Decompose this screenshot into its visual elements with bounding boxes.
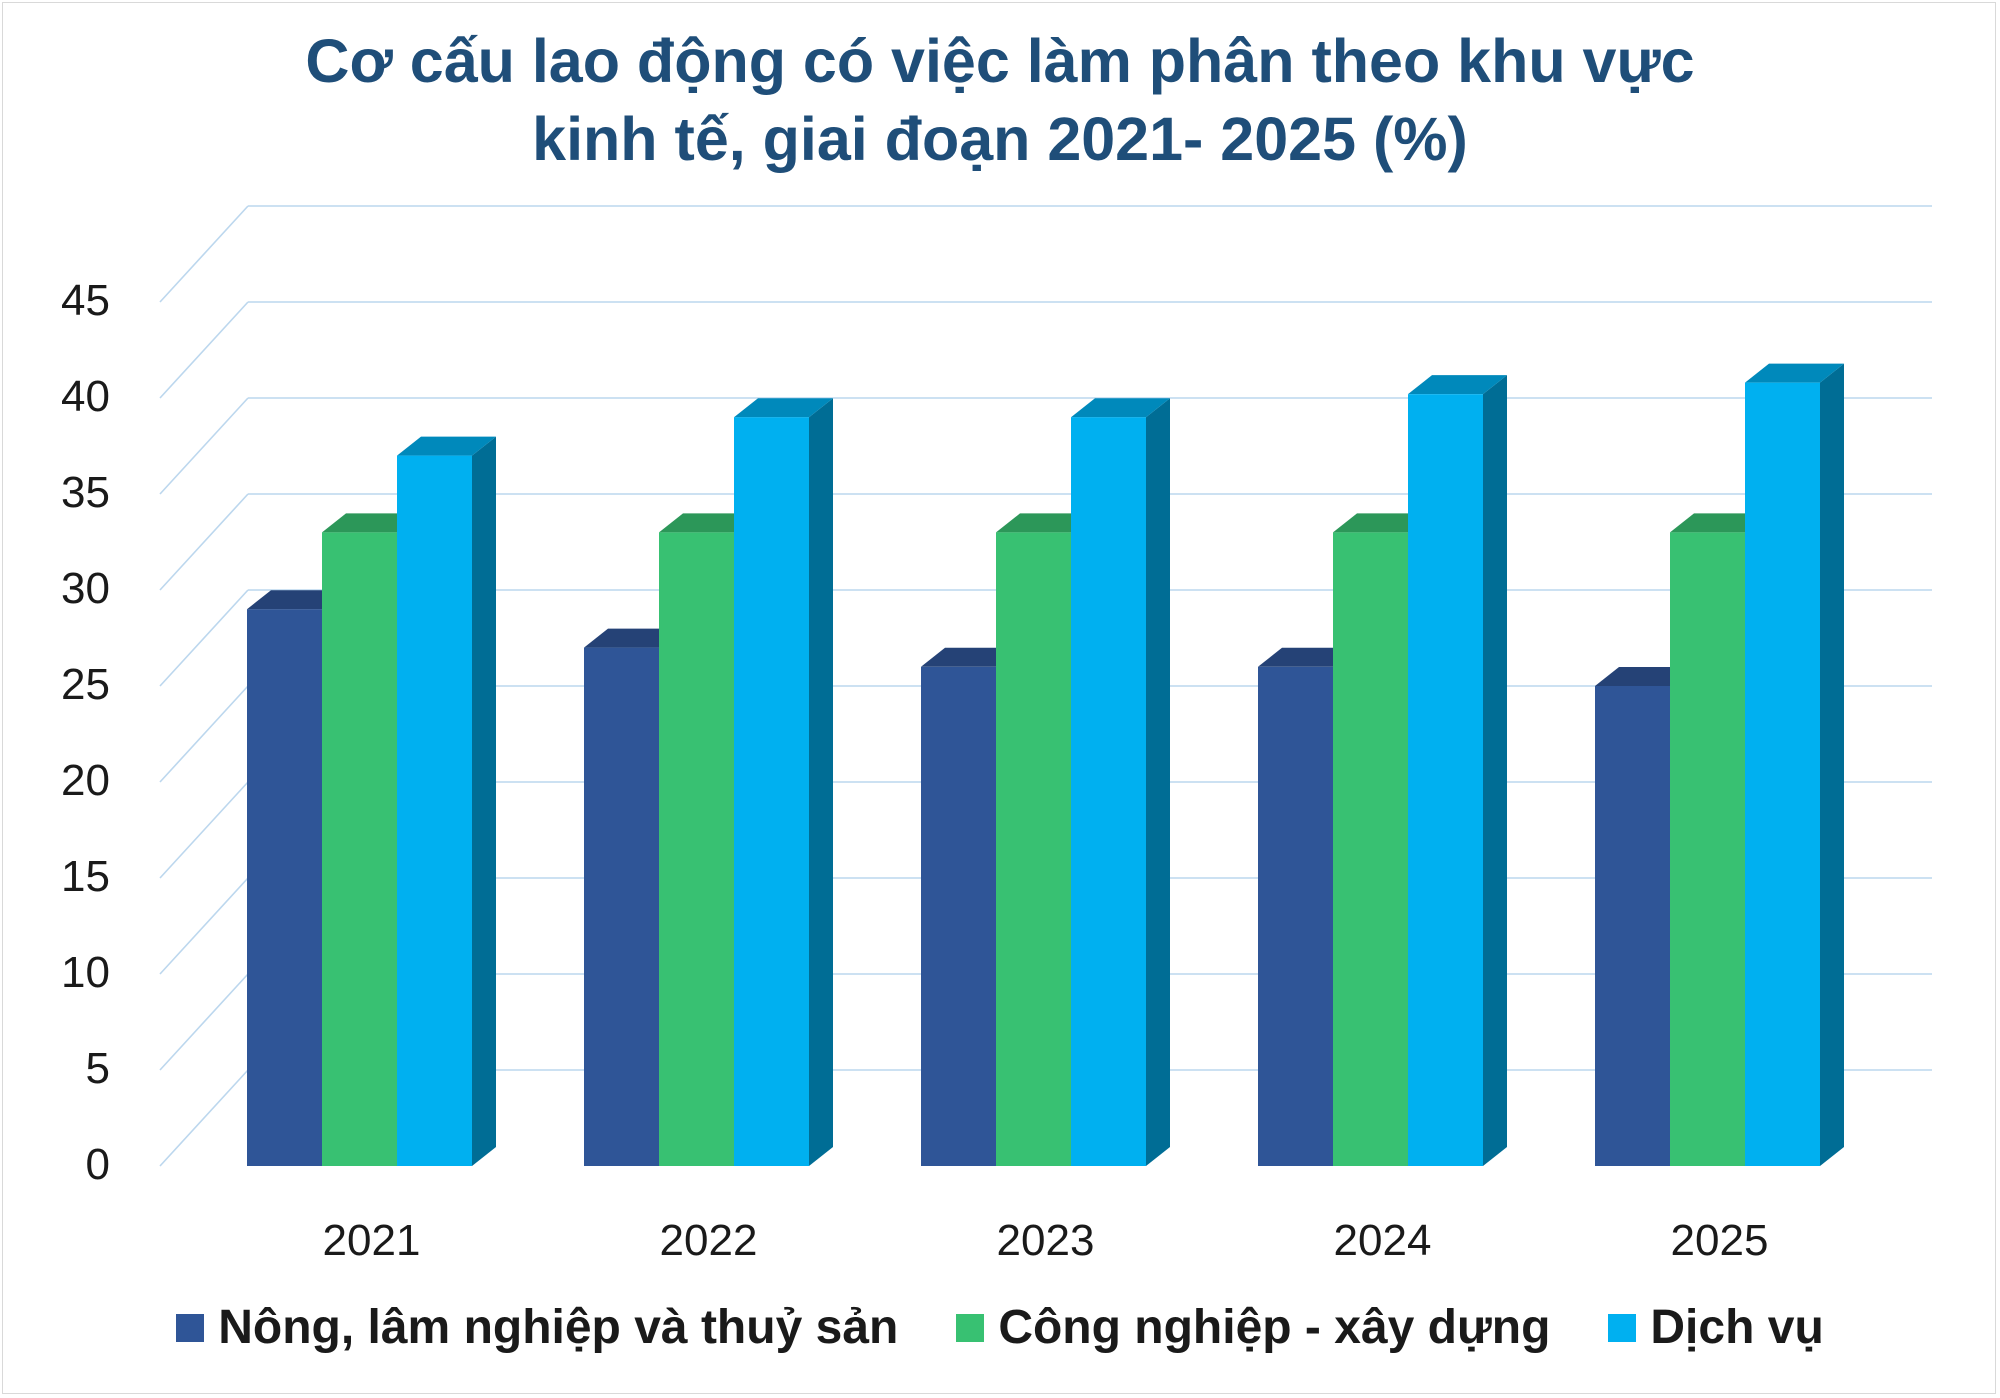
gridline-diagonal	[159, 589, 249, 687]
bar	[996, 532, 1071, 1166]
bars	[247, 363, 1844, 1167]
gridline-diagonal	[159, 1069, 249, 1167]
chart-title: Cơ cấu lao động có việc làm phân theo kh…	[0, 22, 2000, 178]
bar	[247, 609, 322, 1166]
bar-side	[1146, 398, 1170, 1166]
x-tick-label: 2023	[997, 1216, 1095, 1265]
bar	[734, 417, 809, 1166]
x-tick-label: 2021	[323, 1216, 421, 1265]
bar-top	[921, 647, 1020, 667]
gridline-diagonal	[159, 877, 249, 975]
bar-top	[1745, 363, 1844, 383]
y-tick-label: 20	[61, 756, 110, 805]
bar	[584, 647, 659, 1166]
bar-side	[472, 436, 496, 1167]
bar-top	[1595, 667, 1694, 686]
bar-top	[1258, 647, 1357, 667]
x-tick-label: 2025	[1671, 1216, 1769, 1265]
y-tick-label: 5	[86, 1044, 110, 1093]
y-tick-labels: 0 5 10 15 20 25 30 35 40 45	[61, 276, 110, 1189]
legend-label-cong-nghiep-xay-dung: Công nghiệp - xây dựng	[998, 1301, 1551, 1354]
gridline-diagonal	[159, 685, 249, 783]
bar	[1071, 417, 1146, 1166]
legend-swatch-dich-vu	[1608, 1313, 1637, 1342]
bar-side	[1820, 363, 1844, 1166]
bar-top	[996, 513, 1095, 533]
bar	[1670, 532, 1745, 1166]
gridline-diagonal	[159, 301, 249, 399]
y-tick-label: 35	[61, 468, 110, 517]
gridline-diagonal	[159, 781, 249, 879]
y-tick-label: 45	[61, 276, 110, 325]
gridline-diagonal	[159, 205, 249, 303]
x-tick-label: 2022	[660, 1216, 758, 1265]
chart-title-line-1: Cơ cấu lao động có việc làm phân theo kh…	[305, 27, 1695, 95]
gridline-diagonal	[159, 973, 249, 1071]
legend-label-nong-lam-thuy-san: Nông, lâm nghiệp và thuỷ sản	[218, 1301, 899, 1354]
bar	[1595, 686, 1670, 1166]
bar	[1408, 394, 1483, 1166]
y-tick-label: 25	[61, 660, 110, 709]
bar-top	[1333, 513, 1432, 533]
legend: Nông, lâm nghiệp và thuỷ sản Công nghiệp…	[0, 1300, 2000, 1355]
y-tick-label: 10	[61, 948, 110, 997]
legend-item-dich-vu[interactable]: Dịch vụ	[1608, 1300, 1824, 1355]
bar-top	[1408, 375, 1507, 395]
x-tick-labels: 2021 2022 2023 2024 2025	[323, 1216, 1769, 1265]
bar	[322, 532, 397, 1166]
bar	[921, 666, 996, 1166]
y-tick-label: 0	[86, 1140, 110, 1189]
bar-side	[809, 398, 833, 1166]
legend-swatch-cong-nghiep-xay-dung	[956, 1313, 985, 1342]
legend-item-cong-nghiep-xay-dung[interactable]: Công nghiệp - xây dựng	[956, 1300, 1550, 1355]
bar	[397, 455, 472, 1167]
bar-top	[1071, 398, 1170, 418]
y-tick-label: 30	[61, 564, 110, 613]
chart-title-line-2: kinh tế, giai đoạn 2021- 2025 (%)	[532, 105, 1468, 173]
bar-top	[247, 590, 346, 610]
bar	[659, 532, 734, 1166]
x-tick-label: 2024	[1334, 1216, 1432, 1265]
bar	[1333, 532, 1408, 1166]
bar-side	[1483, 375, 1507, 1166]
bar	[1258, 666, 1333, 1166]
bar-top	[659, 513, 758, 533]
legend-label-dich-vu: Dịch vụ	[1650, 1301, 1824, 1354]
legend-swatch-nong-lam-thuy-san	[176, 1313, 205, 1342]
bar-top	[1670, 513, 1769, 533]
y-tick-label: 15	[61, 852, 110, 901]
bar-top	[734, 398, 833, 418]
gridline-diagonal	[159, 493, 249, 591]
bar-top	[584, 628, 683, 648]
bar-top	[322, 513, 421, 533]
bar-top	[397, 436, 496, 456]
gridline-diagonal	[159, 397, 249, 495]
y-tick-label: 40	[61, 372, 110, 421]
bar	[1745, 382, 1820, 1166]
legend-item-nong-lam-thuy-san[interactable]: Nông, lâm nghiệp và thuỷ sản	[176, 1300, 898, 1355]
